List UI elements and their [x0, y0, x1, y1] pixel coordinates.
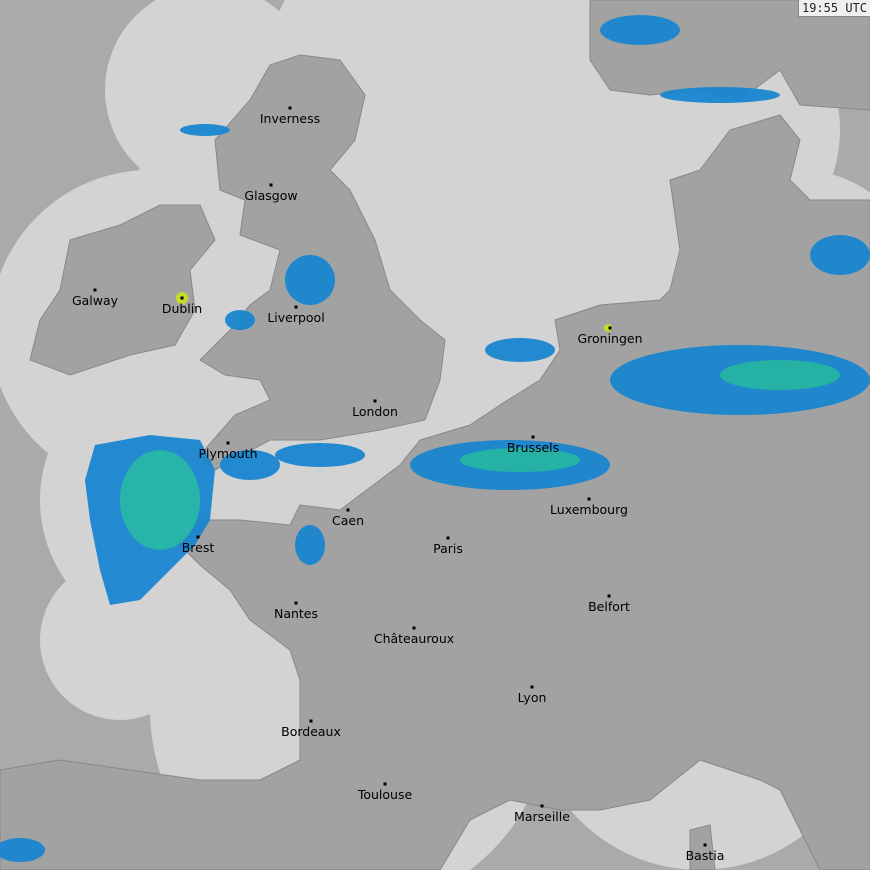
city-marker [226, 441, 230, 445]
city-label: Toulouse [357, 787, 413, 802]
city-marker [294, 305, 298, 309]
city-marker [608, 326, 612, 330]
city-marker [607, 594, 611, 598]
city-marker [180, 296, 184, 300]
city-label: Belfort [588, 599, 630, 614]
city-label: Caen [331, 513, 365, 528]
city-marker [269, 183, 273, 187]
city-label: Nantes [273, 606, 319, 621]
city-marker [446, 536, 450, 540]
city-marker [531, 435, 535, 439]
city-marker [309, 719, 313, 723]
city-label: Inverness [259, 111, 321, 126]
city-label: Liverpool [267, 310, 325, 325]
city-marker [346, 508, 350, 512]
city-label: Brest [181, 540, 215, 555]
city-marker [540, 804, 544, 808]
city-label: Châteauroux [373, 631, 455, 646]
city-label: Glasgow [244, 188, 298, 203]
city-label: Groningen [577, 331, 643, 346]
city-marker [288, 106, 292, 110]
city-marker [294, 601, 298, 605]
city-marker [530, 685, 534, 689]
ireland [29, 204, 216, 376]
city-label: Luxembourg [550, 502, 628, 517]
precipitation [0, 15, 870, 862]
city-marker [587, 497, 591, 501]
city-marker [93, 288, 97, 292]
city-marker [383, 782, 387, 786]
city-marker [196, 535, 200, 539]
city-label: Plymouth [198, 446, 258, 461]
city-marker [703, 843, 707, 847]
city-label: London [352, 404, 398, 419]
city-marker [373, 399, 377, 403]
city-label: Lyon [517, 690, 547, 705]
city-label: Paris [433, 541, 463, 556]
city-label: Marseille [514, 809, 570, 824]
city-marker [412, 626, 416, 630]
city-label: Brussels [506, 440, 560, 455]
corsica [689, 824, 716, 870]
city-label: Bastia [685, 848, 725, 863]
timestamp: 19:55 UTC [797, 0, 870, 17]
city-label: Bordeaux [281, 724, 341, 739]
city-label: Galway [71, 293, 119, 308]
city-label: Dublin [161, 301, 203, 316]
